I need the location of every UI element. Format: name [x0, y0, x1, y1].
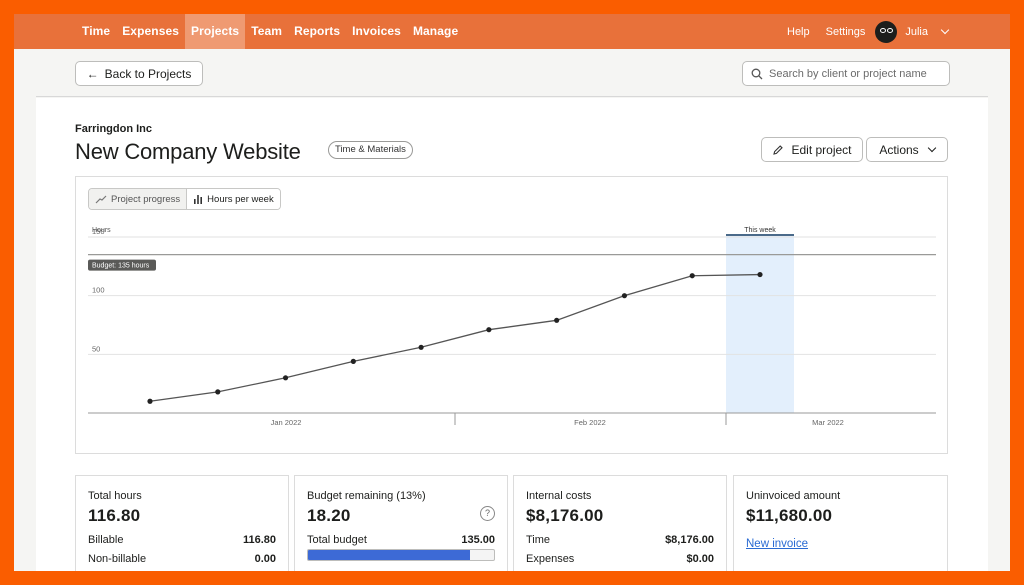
- user-menu[interactable]: Julia: [875, 20, 950, 43]
- x-tick-label: Jan 2022: [271, 418, 302, 427]
- back-button-label: Back to Projects: [104, 66, 192, 81]
- budget-progress-fill: [308, 550, 470, 560]
- data-point: [418, 344, 424, 350]
- nav-item-projects[interactable]: Projects: [185, 14, 246, 49]
- tab-project-progress-label: Project progress: [111, 193, 181, 205]
- main-menu: Time Expenses Projects Team Reports Invoices M…: [76, 14, 464, 49]
- nonbillable-label: Non-billable: [88, 553, 147, 565]
- edit-project-button[interactable]: Edit project: [761, 137, 863, 162]
- settings-link[interactable]: Settings: [825, 25, 866, 38]
- edit-project-label: Edit project: [791, 142, 852, 157]
- avatar: [875, 20, 898, 43]
- user-name: Julia: [905, 25, 928, 38]
- trend-line-icon: [95, 195, 107, 203]
- uninvoiced-amount-card: Uninvoiced amount $11,680.00 New invoice: [733, 475, 948, 571]
- y-axis-label: Hours: [92, 227, 111, 234]
- uninvoiced-amount-value: $11,680.00: [746, 506, 833, 525]
- time-cost-label: Time: [526, 534, 551, 546]
- budget-remaining-card: Budget remaining (13%) 18.20 ? Total bud…: [294, 475, 508, 571]
- page-toolbar: ← Back to Projects: [36, 49, 988, 97]
- bar-chart-icon: [194, 195, 203, 204]
- series-line: [149, 273, 761, 402]
- chart-card: This week Hours 150 100 50 Budget: 135 hours J…: [75, 176, 948, 454]
- search-input[interactable]: [769, 67, 939, 80]
- uninvoiced-amount-label: Uninvoiced amount: [746, 490, 841, 502]
- search-icon: [751, 68, 763, 79]
- x-tick-label: Feb 2022: [574, 418, 606, 427]
- this-week-label: This week: [744, 227, 776, 234]
- nav-item-time[interactable]: Time: [82, 24, 111, 38]
- help-link[interactable]: Help: [787, 25, 810, 38]
- total-budget-value: 135.00: [461, 534, 495, 546]
- data-point: [215, 389, 221, 395]
- data-point: [282, 375, 289, 381]
- time-cost-row: Time $8,176.00: [526, 534, 714, 546]
- arrow-left-icon: ←: [86, 66, 99, 81]
- tab-project-progress[interactable]: Project progress: [89, 189, 188, 209]
- budget-remaining-label: Budget remaining (13%): [307, 490, 426, 502]
- data-point: [350, 358, 356, 364]
- client-name[interactable]: Farringdon Inc: [75, 123, 152, 135]
- project-overview: Farringdon Inc New Company Website Time …: [36, 98, 988, 571]
- budget-remaining-value: 18.20: [307, 506, 351, 525]
- chart-view-toggle: Project progress Hours per week: [88, 188, 281, 210]
- internal-costs-value: $8,176.00: [526, 506, 604, 525]
- nav-item-invoices[interactable]: Invoices: [352, 24, 401, 38]
- billable-row: Billable 116.80: [88, 534, 276, 546]
- back-to-projects-button[interactable]: ← Back to Projects: [75, 61, 203, 86]
- budget-label-bg: [88, 259, 156, 271]
- budget-label: Budget: 135 hours: [92, 263, 150, 270]
- expenses-cost-row: Expenses $0.00: [526, 553, 714, 565]
- total-hours-value: 116.80: [88, 506, 141, 525]
- data-point: [147, 398, 153, 404]
- nav-item-team[interactable]: Team: [251, 24, 283, 38]
- app-window: Time Expenses Projects Team Reports Invoices M…: [14, 14, 1010, 571]
- chevron-down-icon: [940, 25, 950, 35]
- actions-label: Actions: [879, 142, 919, 157]
- internal-costs-label: Internal costs: [526, 490, 592, 502]
- data-point: [689, 273, 695, 279]
- y-tick-label: 50: [92, 344, 100, 353]
- help-icon[interactable]: ?: [480, 506, 495, 521]
- data-point: [621, 293, 628, 299]
- budget-progress-bar: [307, 549, 495, 561]
- data-point: [757, 271, 763, 278]
- billing-type-badge: Time & Materials: [328, 141, 413, 159]
- expenses-cost-value: $0.00: [686, 553, 714, 565]
- nav-item-reports[interactable]: Reports: [294, 24, 341, 38]
- y-tick-label: 100: [92, 286, 105, 295]
- total-hours-card: Total hours 116.80 Billable 116.80 Non-b…: [75, 475, 289, 571]
- nonbillable-row: Non-billable 0.00: [88, 553, 276, 565]
- top-navigation: Time Expenses Projects Team Reports Invoices M…: [14, 14, 1010, 49]
- y-tick-label: 150: [92, 227, 105, 236]
- nav-item-manage[interactable]: Manage: [412, 24, 459, 38]
- internal-costs-card: Internal costs $8,176.00 Time $8,176.00 …: [513, 475, 727, 571]
- data-point: [554, 317, 560, 323]
- tab-hours-per-week[interactable]: Hours per week: [187, 189, 280, 209]
- tab-hours-per-week-label: Hours per week: [207, 193, 274, 205]
- pencil-icon: [773, 144, 784, 155]
- billable-value: 116.80: [242, 534, 276, 546]
- nav-right: Help Settings Julia: [787, 14, 950, 49]
- total-budget-label: Total budget: [307, 534, 367, 546]
- page-title: New Company Website: [75, 139, 301, 164]
- expenses-cost-label: Expenses: [526, 553, 575, 565]
- x-tick-label: Mar 2022: [812, 418, 844, 427]
- chevron-down-icon: [927, 143, 936, 153]
- this-week-highlight: [726, 235, 794, 413]
- total-budget-row: Total budget 135.00: [307, 534, 495, 546]
- total-hours-label: Total hours: [88, 490, 142, 502]
- nav-item-expenses[interactable]: Expenses: [122, 24, 180, 38]
- data-point: [486, 327, 492, 333]
- nonbillable-value: 0.00: [254, 553, 276, 565]
- time-cost-value: $8,176.00: [665, 534, 714, 546]
- new-invoice-link[interactable]: New invoice: [746, 538, 808, 550]
- billable-label: Billable: [88, 534, 124, 546]
- actions-dropdown-button[interactable]: Actions: [866, 137, 948, 162]
- search-box[interactable]: [742, 61, 950, 86]
